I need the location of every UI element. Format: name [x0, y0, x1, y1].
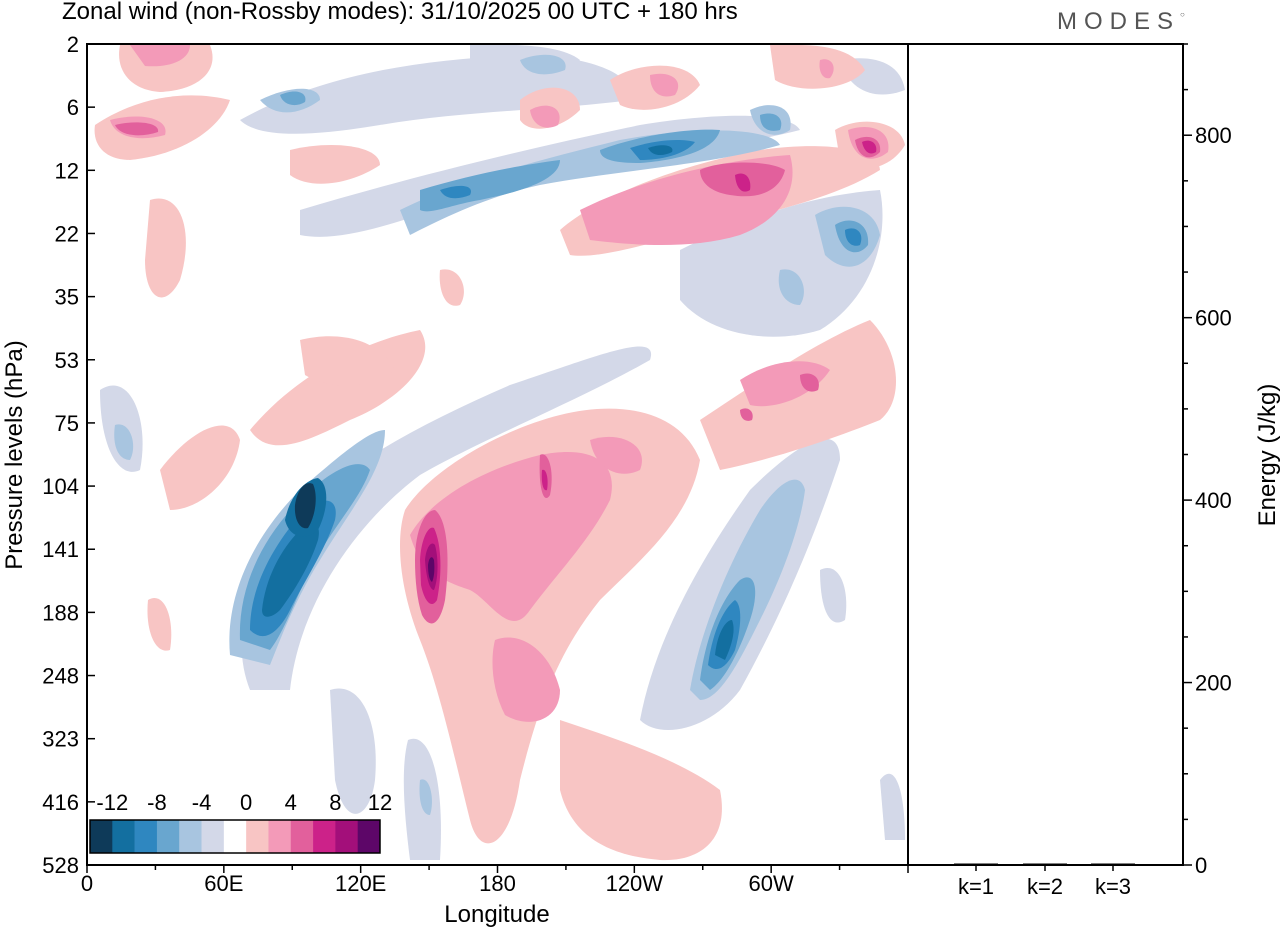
y-tick-label: 35	[55, 285, 79, 310]
y-tick-label: 248	[42, 664, 79, 689]
contour-field	[94, 44, 905, 861]
y-tick-label: 53	[55, 348, 79, 373]
colorbar-label: 4	[285, 790, 297, 815]
energy-axis-title: Energy (J/kg)	[1254, 384, 1280, 527]
colorbar-swatch	[290, 820, 314, 853]
colorbar-label: -4	[192, 790, 212, 815]
x-axis-title: Longitude	[444, 901, 549, 928]
colorbar: -12 -8 -4 0 4 8 12	[89, 790, 392, 854]
y-tick-label: 141	[42, 537, 79, 562]
y-tick-label: 12	[55, 158, 79, 183]
y-tick-label: 323	[42, 727, 79, 752]
energy-bar	[954, 863, 998, 865]
x-tick-label: 0	[81, 871, 93, 896]
energy-tick-label: 400	[1195, 488, 1232, 513]
y-tick-label: 75	[55, 411, 79, 436]
energy-tick-label: 0	[1195, 853, 1207, 878]
energy-axis: 0 200 400 600 800	[1183, 43, 1232, 878]
y-tick-label: 2	[67, 32, 79, 57]
colorbar-swatch	[268, 820, 292, 853]
energy-category-label: k=1	[958, 874, 994, 899]
y-tick-label: 22	[55, 221, 79, 246]
energy-panel-frame	[907, 43, 1184, 866]
colorbar-swatch	[246, 820, 269, 853]
energy-category-label: k=3	[1095, 874, 1131, 899]
energy-bar	[1091, 863, 1135, 865]
y-tick-label: 188	[42, 600, 79, 625]
x-tick-label: 60E	[204, 871, 243, 896]
colorbar-swatch	[134, 820, 158, 853]
energy-tick-label: 600	[1195, 306, 1232, 331]
y-tick-label: 528	[42, 853, 79, 878]
energy-bar	[1023, 863, 1067, 865]
pressure-axis: 2 6 12 22 35 53 75 104 141 188 248 323 416 528	[42, 32, 95, 878]
x-tick-label: 180	[479, 871, 516, 896]
y-tick-label: 6	[67, 95, 79, 120]
colorbar-label: 0	[240, 790, 252, 815]
logo-text: MODES	[1057, 8, 1181, 35]
colorbar-frame	[89, 819, 381, 854]
x-tick-label: 120E	[335, 871, 386, 896]
colorbar-swatch	[223, 820, 247, 853]
contour-layer-3	[115, 91, 881, 690]
chart-title: Zonal wind (non-Rossby modes): 31/10/202…	[62, 0, 738, 25]
y-tick-label: 104	[42, 474, 79, 499]
colorbar-swatch	[335, 820, 358, 853]
energy-category-label: k=2	[1027, 874, 1063, 899]
colorbar-label: 8	[329, 790, 341, 815]
energy-tick-label: 800	[1195, 123, 1232, 148]
colorbar-swatch	[156, 820, 180, 853]
modes-logo: MODES○	[1057, 8, 1185, 35]
colorbar-swatch	[313, 820, 336, 853]
colorbar-swatch	[179, 820, 202, 853]
colorbar-swatch	[112, 820, 135, 853]
colorbar-label: 12	[368, 790, 392, 815]
x-tick-label: 60W	[749, 871, 794, 896]
colorbar-swatch	[201, 820, 225, 853]
colorbar-swatch	[357, 820, 381, 853]
x-tick-label: 120W	[606, 871, 664, 896]
colorbar-swatch	[90, 820, 113, 853]
y-axis-title: Pressure levels (hPa)	[1, 340, 28, 569]
y-tick-label: 416	[42, 790, 79, 815]
colorbar-label: -12	[96, 790, 128, 815]
colorbar-label: -8	[147, 790, 167, 815]
longitude-axis: 0 60E 120E 180 120W 60W	[81, 865, 909, 896]
energy-bars: k=1 k=2 k=3	[954, 863, 1135, 899]
energy-tick-label: 200	[1195, 671, 1232, 696]
